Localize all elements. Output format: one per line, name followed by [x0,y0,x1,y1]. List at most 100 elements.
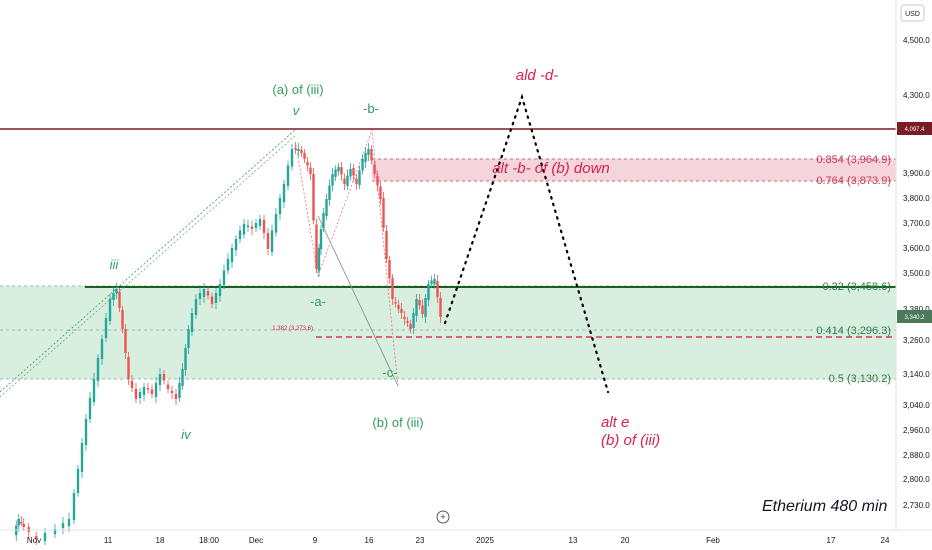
svg-text:3,340.2: 3,340.2 [904,315,925,321]
candle-body [439,298,442,317]
label-iv: iv [181,427,192,442]
candle-body [424,298,427,317]
currency-badge[interactable] [900,4,925,22]
green-support-zone [0,286,896,379]
time-tick-label: 9 [313,536,318,545]
candle-body [170,391,174,393]
candle-body [118,292,121,308]
time-tick-label: 17 [827,536,836,545]
candles-group [15,142,442,545]
candle-body [370,149,373,161]
candle-body [61,523,65,528]
price-tick-label: 3,800.0 [903,194,930,203]
candle-body [388,260,391,278]
candle-body [309,167,312,174]
candle-body [234,239,238,250]
label-iii: iii [110,257,120,272]
candle-body [415,299,418,316]
candle-body [76,469,80,493]
candle-body [230,248,234,262]
candle-body [433,279,436,285]
candle-body [358,170,361,185]
candle-body [72,493,76,520]
candle-body [67,519,71,526]
label-c-small: -c- [382,365,397,380]
candle-body [238,230,242,239]
label-a-of-iii: (a) of (iii) [272,82,323,97]
candle-body [35,536,38,539]
svg-text:+: + [440,512,445,522]
candle-body [412,313,415,328]
candle-body [84,419,88,445]
candle-body [391,278,394,299]
candle-body [20,522,23,524]
candle-body [325,199,328,216]
candle-body [418,300,421,306]
candle-body [222,270,226,285]
candle-body [154,383,158,397]
candle-body [246,225,250,227]
candle-body [184,348,187,370]
candle-body [343,178,346,184]
candle-body [202,289,206,297]
candle-body [194,299,198,315]
candle-body [92,379,96,402]
candle-body [17,519,20,526]
candle-body [278,198,282,214]
candle-body [250,226,254,229]
price-axis[interactable]: USD 4,500.0 4,300.0 3,900.0 3,800.0 3,700.0 3… [897,0,932,530]
candle-body [403,317,406,319]
candle-body [210,296,214,304]
projection-path [443,93,610,394]
candle-body [297,149,300,151]
price-tick-label: 2,960.0 [903,426,930,435]
label-b-small: -b- [363,101,379,116]
scroll-now-button[interactable]: + [436,510,450,524]
candle-body [346,175,349,186]
price-tick-label: 3,600.0 [903,244,930,253]
fib-label-0764: 0.764 (3,873.9) [816,175,891,187]
time-tick-label: 23 [416,536,425,545]
candle-body [242,224,246,235]
time-axis[interactable]: Nov 11 18 18:00 Dec 9 16 23 2025 13 20 Feb 17 24 [27,536,890,545]
time-tick-label: 11 [104,536,113,545]
price-tick-label: 3,140.0 [903,370,930,379]
candle-body [274,214,278,233]
candle-body [364,153,367,162]
time-tick-label: 16 [365,536,374,545]
candle-body [80,443,84,472]
chart-title: Etherium 480 min [762,498,887,515]
price-tick-label: 4,300.0 [903,91,930,100]
resistance-price-tag [897,122,932,135]
candle-body [108,299,112,321]
candle-body [290,149,294,167]
wave-line-b-c [317,215,399,387]
label-v: v [293,103,301,118]
candle-body [43,533,47,541]
candle-body [367,149,370,155]
candle-body [409,324,412,329]
candle-body [328,185,331,200]
candle-body [322,213,325,228]
candle-body [436,281,439,297]
candle-body [266,233,270,249]
candle-body [361,159,364,171]
candle-body [218,284,222,296]
price-tick-label: 3,380.0 [903,305,930,314]
candle-body [124,329,127,353]
label-alt-e: alt e [601,414,629,431]
candle-body [315,224,318,269]
candle-body [130,381,134,388]
candle-body [166,384,170,389]
candle-body [142,387,146,395]
red-resistance-zone [372,159,896,181]
price-tick-label: 2,730.0 [903,501,930,510]
candle-body [394,302,397,304]
price-tick-label: 2,880.0 [903,451,930,460]
candle-body [88,398,92,419]
candle-body [430,280,433,284]
candle-body [112,293,115,300]
time-tick-label: 24 [881,536,890,545]
candle-body [385,231,388,259]
